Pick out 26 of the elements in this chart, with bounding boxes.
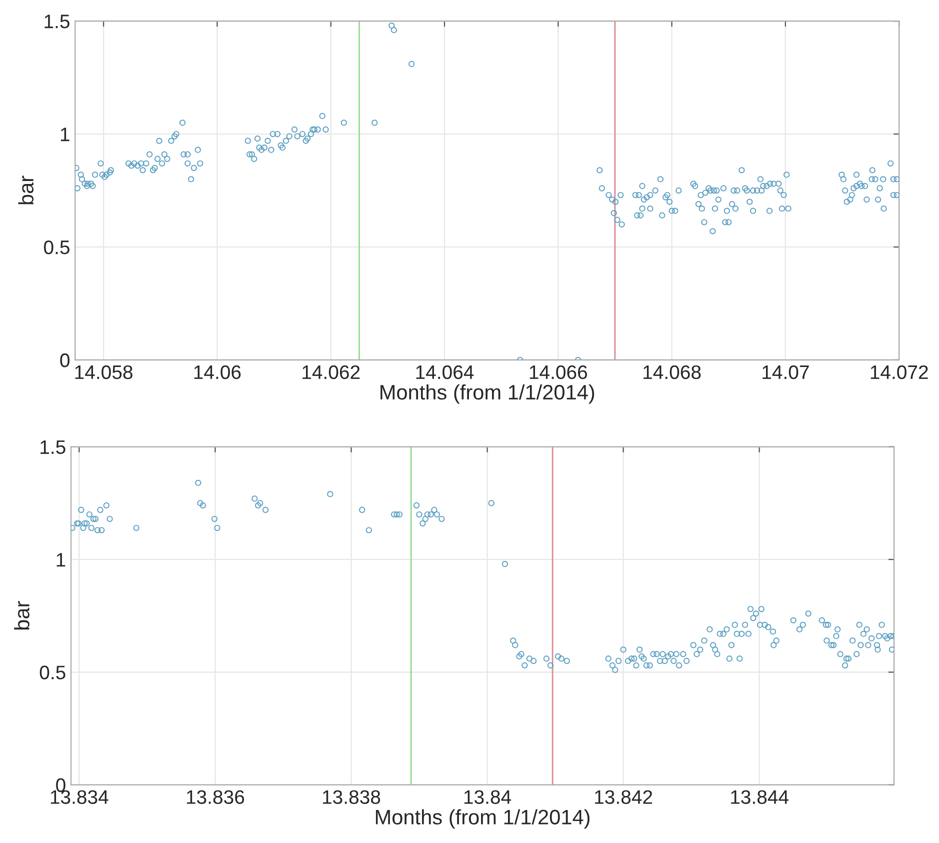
y-tick-label: 0: [60, 353, 70, 368]
y-tick-label: 1: [56, 553, 66, 567]
y-tick-label: 0: [56, 778, 66, 792]
x-tick-label: 13.838: [322, 790, 380, 804]
x-tick-label: 14.06: [194, 365, 241, 380]
x-tick-label: 14.058: [75, 365, 132, 380]
x-tick-label: 14.068: [644, 365, 701, 380]
x-tick-label: 13.842: [595, 790, 652, 804]
y-axis-title: bar: [14, 601, 30, 630]
x-tick-label: 13.84: [464, 790, 512, 804]
x-tick-label: 14.062: [302, 365, 360, 380]
y-tick-label: 1.5: [40, 440, 66, 454]
y-tick-label: 0.5: [40, 666, 66, 680]
x-tick-label: 14.066: [530, 365, 588, 380]
y-axis-title: bar: [18, 176, 34, 204]
x-tick-label: 13.844: [731, 790, 789, 804]
y-tick-label: 1.5: [44, 14, 70, 28]
x-tick-label: 14.064: [416, 365, 474, 380]
x-axis-title: Months (from 1/1/2014): [376, 809, 590, 829]
x-tick-label: 13.836: [186, 790, 244, 804]
x-tick-label: 14.072: [870, 365, 928, 380]
x-axis-title: Months (from 1/1/2014): [380, 384, 594, 404]
y-tick-label: 0.5: [44, 240, 70, 254]
y-tick-label: 1: [60, 128, 70, 142]
x-tick-label: 14.07: [762, 365, 809, 380]
x-tick-label: 13.834: [50, 790, 108, 804]
